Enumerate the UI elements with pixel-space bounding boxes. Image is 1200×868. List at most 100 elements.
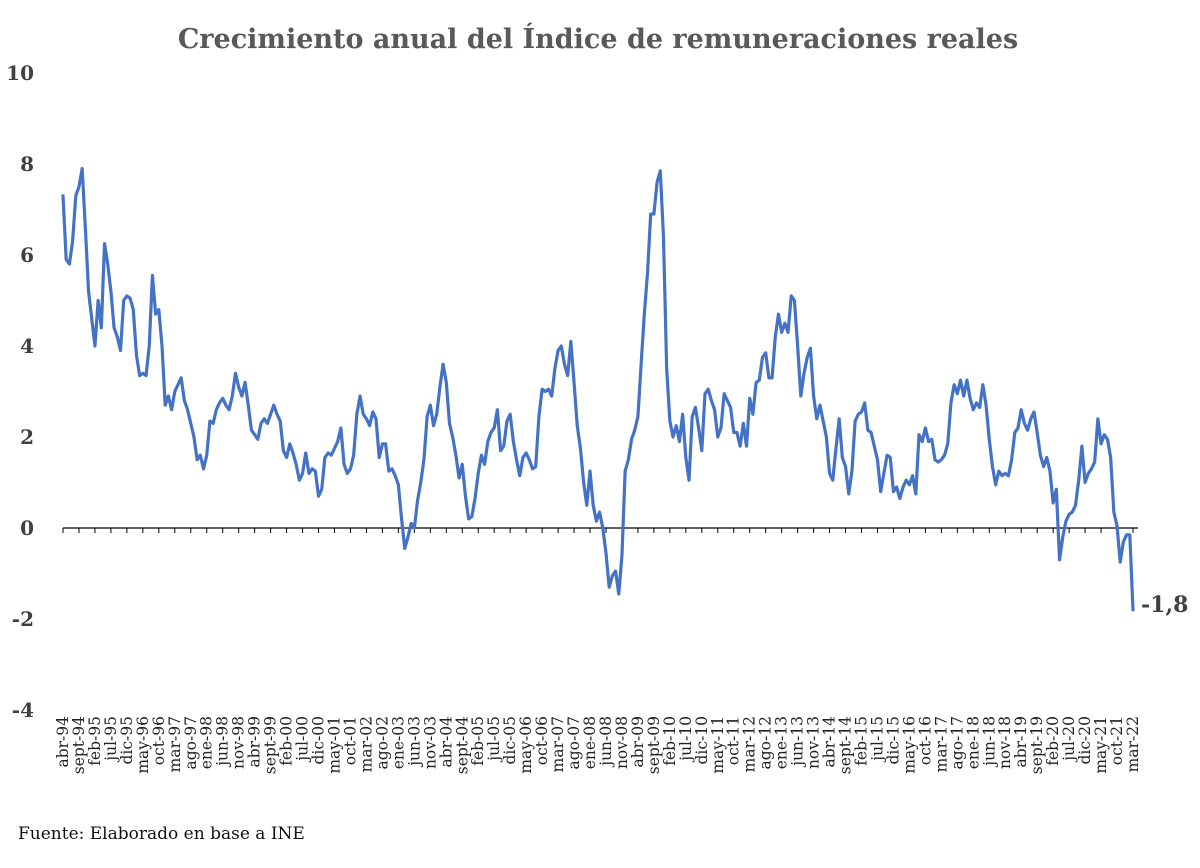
x-axis-tick-labels: abr-94sept-94feb-95jul-95dic-95may-96oct… bbox=[54, 716, 1142, 774]
data-point bbox=[448, 422, 451, 425]
data-point bbox=[860, 410, 863, 414]
data-point bbox=[483, 463, 486, 466]
x-tick-label: oct-01 bbox=[341, 716, 359, 765]
data-point bbox=[620, 554, 624, 557]
data-point bbox=[250, 428, 253, 432]
data-point bbox=[866, 428, 870, 432]
data-point bbox=[722, 392, 726, 395]
data-point bbox=[863, 401, 866, 405]
data-point bbox=[892, 490, 895, 493]
data-point bbox=[761, 356, 764, 359]
data-point bbox=[563, 363, 566, 366]
series-line bbox=[61, 166, 1135, 612]
x-tick-label: jul-10 bbox=[677, 716, 695, 763]
data-point bbox=[585, 504, 589, 507]
data-point bbox=[314, 469, 317, 473]
data-point bbox=[68, 262, 71, 266]
data-point bbox=[1131, 608, 1135, 612]
data-point bbox=[873, 444, 876, 448]
data-point bbox=[384, 442, 387, 446]
data-point bbox=[1039, 454, 1042, 457]
data-point bbox=[61, 194, 65, 198]
x-tick-label: mar-97 bbox=[166, 716, 184, 772]
data-point bbox=[531, 467, 534, 471]
data-point bbox=[432, 424, 435, 427]
y-tick-label: 0 bbox=[20, 516, 34, 540]
data-point bbox=[173, 390, 176, 393]
data-point bbox=[125, 294, 129, 298]
data-point bbox=[317, 494, 320, 498]
x-tick-label: mar-07 bbox=[549, 716, 567, 772]
data-point bbox=[556, 349, 560, 352]
x-tick-label: dic-00 bbox=[310, 716, 328, 765]
data-point bbox=[336, 440, 339, 443]
data-point bbox=[112, 326, 116, 329]
data-point bbox=[365, 417, 368, 420]
data-point bbox=[579, 447, 582, 450]
data-point bbox=[368, 424, 371, 427]
x-tick-label: feb-00 bbox=[278, 716, 296, 766]
data-point bbox=[1035, 431, 1039, 434]
data-point bbox=[454, 454, 458, 457]
y-tick-label: 10 bbox=[6, 61, 34, 85]
data-point bbox=[1020, 408, 1023, 411]
data-point bbox=[116, 335, 119, 339]
data-point bbox=[611, 574, 614, 577]
data-point bbox=[247, 403, 250, 407]
data-point bbox=[550, 394, 553, 398]
data-point bbox=[706, 388, 710, 391]
data-point bbox=[623, 469, 627, 473]
x-tick-label: sept-14 bbox=[837, 716, 855, 774]
data-point bbox=[416, 499, 419, 502]
data-point bbox=[841, 456, 844, 459]
x-tick-label: oct-96 bbox=[150, 716, 168, 765]
x-tick-label: nov-18 bbox=[996, 716, 1014, 769]
data-point bbox=[326, 451, 330, 455]
data-point bbox=[956, 392, 959, 395]
x-tick-label: oct-11 bbox=[725, 716, 743, 765]
data-point bbox=[1061, 535, 1064, 539]
data-point bbox=[777, 312, 780, 316]
data-point bbox=[636, 415, 640, 418]
data-point bbox=[151, 274, 154, 277]
data-point bbox=[1013, 431, 1017, 434]
data-point bbox=[1042, 465, 1045, 468]
x-axis-tick-marks bbox=[62, 528, 1134, 533]
data-point bbox=[936, 460, 940, 464]
data-point bbox=[441, 363, 445, 366]
data-point bbox=[320, 488, 323, 491]
data-point bbox=[419, 481, 422, 484]
data-point bbox=[71, 240, 74, 243]
data-point bbox=[473, 497, 477, 500]
data-point bbox=[905, 479, 908, 482]
data-point bbox=[796, 344, 799, 348]
data-point bbox=[464, 494, 467, 498]
data-point bbox=[508, 413, 512, 416]
data-point bbox=[215, 408, 218, 411]
x-tick-label: oct-06 bbox=[533, 716, 551, 765]
last-value-label: -1,8 bbox=[1141, 592, 1188, 618]
data-point bbox=[310, 467, 314, 471]
x-tick-label: jun-03 bbox=[405, 716, 423, 768]
data-point bbox=[135, 353, 138, 357]
x-tick-label: nov-13 bbox=[805, 716, 823, 769]
x-tick-label: oct-21 bbox=[1108, 716, 1126, 765]
data-point bbox=[821, 419, 825, 423]
data-point bbox=[588, 469, 592, 473]
x-tick-label: may-96 bbox=[134, 716, 152, 774]
x-tick-label: mar-02 bbox=[357, 716, 375, 772]
data-point bbox=[253, 433, 256, 436]
x-tick-label: abr-14 bbox=[821, 716, 839, 768]
data-point bbox=[164, 403, 167, 407]
data-point bbox=[138, 374, 141, 377]
data-point bbox=[700, 449, 704, 452]
data-point bbox=[502, 444, 505, 448]
x-tick-label: may-01 bbox=[325, 716, 343, 774]
data-point bbox=[1067, 513, 1071, 516]
data-point bbox=[1016, 426, 1020, 430]
data-point bbox=[256, 438, 260, 441]
data-point bbox=[451, 435, 454, 439]
data-point bbox=[291, 451, 295, 455]
data-point bbox=[662, 235, 665, 238]
